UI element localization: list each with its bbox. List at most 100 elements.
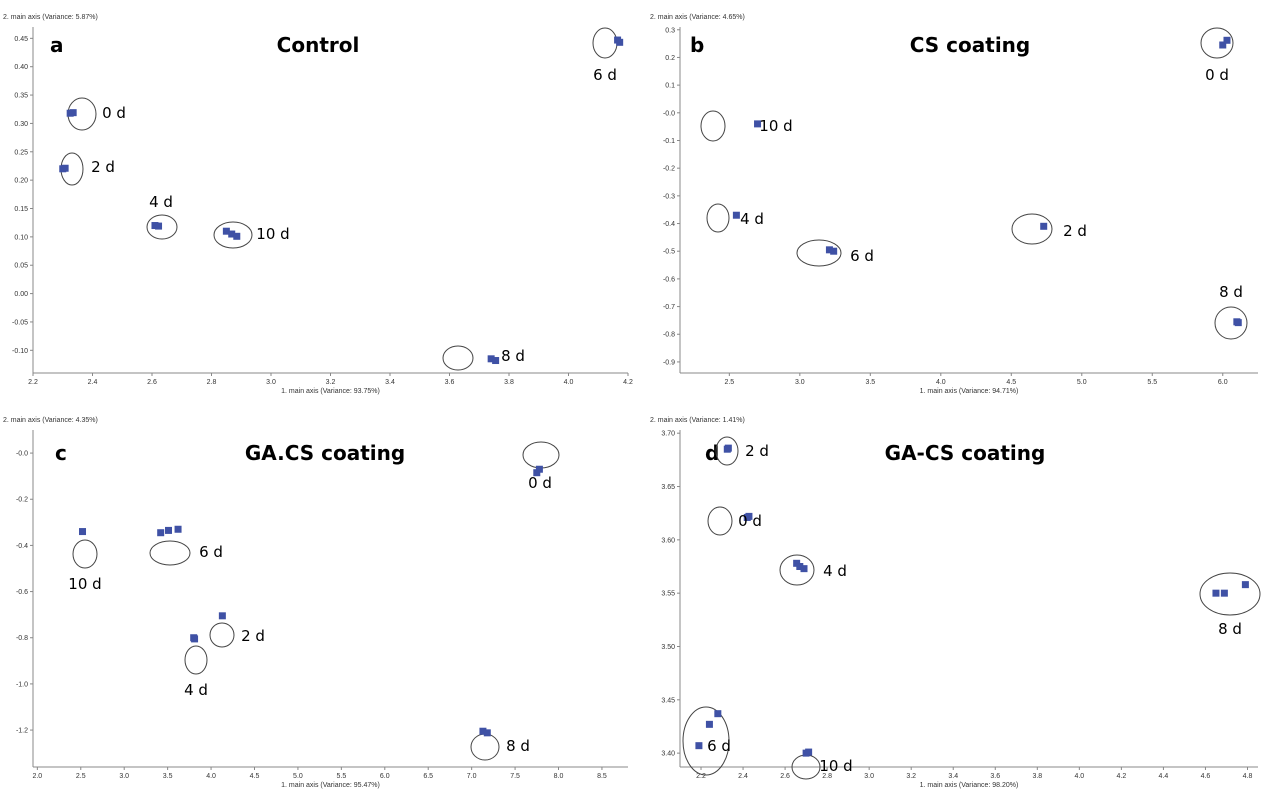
x-tick-label: 2.4 (88, 379, 98, 386)
y-tick-label: -1.0 (16, 681, 28, 688)
data-point (174, 525, 182, 533)
group-label: 0 d (528, 474, 552, 492)
data-point (535, 465, 543, 473)
x-tick-label: 4.4 (1159, 773, 1169, 780)
data-point (1241, 581, 1249, 589)
data-point (79, 528, 87, 536)
x-tick-label: 2.8 (207, 379, 217, 386)
group-ellipse (779, 554, 815, 586)
y-axis-label: 2. main axis (Variance: 4.35%) (3, 417, 98, 424)
data-point (1219, 41, 1227, 49)
panel-title: GA.CS coating (245, 441, 405, 465)
y-tick-label: 0.1 (665, 83, 675, 90)
x-axis-label: 1. main axis (Variance: 93.75%) (281, 388, 380, 395)
x-tick-label: 4.5 (1006, 379, 1016, 386)
x-tick-label: 5.5 (1147, 379, 1157, 386)
group-ellipse (796, 239, 842, 267)
x-tick-label: 4.5 (250, 773, 260, 780)
x-tick-label: 7.0 (467, 773, 477, 780)
group-ellipse (72, 539, 98, 569)
group-ellipse (1214, 306, 1248, 340)
group-label: 4 d (740, 210, 764, 228)
x-tick-label: 2.4 (738, 773, 748, 780)
data-point (483, 729, 491, 737)
x-tick-label: 3.2 (906, 773, 916, 780)
x-tick-label: 6.5 (423, 773, 433, 780)
x-tick-label: 3.4 (385, 379, 395, 386)
x-tick-label: 8.0 (554, 773, 564, 780)
group-label: 2 d (241, 627, 265, 645)
x-tick-label: 3.6 (990, 773, 1000, 780)
group-ellipse (522, 441, 560, 469)
data-point (157, 529, 165, 537)
group-label: 6 d (850, 247, 874, 265)
x-tick-label: 3.5 (163, 773, 173, 780)
x-tick-label: 5.5 (336, 773, 346, 780)
data-point (479, 727, 487, 735)
x-tick-label: 5.0 (1077, 379, 1087, 386)
data-point (724, 444, 732, 452)
group-label: 10 d (759, 117, 792, 135)
x-tick-label: 8.5 (597, 773, 607, 780)
y-tick-label: -0.5 (663, 249, 675, 256)
x-tick-label: 3.5 (865, 379, 875, 386)
group-ellipse (706, 203, 730, 233)
x-tick-label: 2.2 (696, 773, 706, 780)
panel-c: 2.0 2.5 3.0 3.5 4.0 4.5 5.0 5.5 6.0 6.5 7.0 7.5 8.0 8… (3, 417, 628, 789)
data-point (151, 222, 159, 230)
panel-letter: a (50, 33, 64, 57)
data-point (228, 230, 236, 238)
y-tick-label: -0.9 (663, 359, 675, 366)
y-tick-label: 3.60 (661, 537, 675, 544)
y-tick-label: 0.20 (14, 178, 28, 185)
data-point (705, 720, 713, 728)
x-tick-label: 4.0 (206, 773, 216, 780)
y-tick-label: -0.8 (663, 332, 675, 339)
y-tick-label: 0.30 (14, 121, 28, 128)
x-tick-label: 4.0 (564, 379, 574, 386)
group-ellipse (1011, 213, 1053, 245)
x-tick-label: 3.8 (1032, 773, 1042, 780)
data-point (1040, 222, 1048, 230)
y-tick-label: 0.00 (14, 291, 28, 298)
group-ellipse (149, 540, 191, 566)
y-tick-label: -0.10 (12, 348, 28, 355)
data-point (191, 635, 199, 643)
data-point (714, 710, 722, 718)
group-label: 2 d (1063, 222, 1087, 240)
y-tick-label: 0.15 (14, 206, 28, 213)
data-point (825, 246, 833, 254)
y-tick-label: -0.2 (16, 497, 28, 504)
data-point (754, 120, 762, 128)
group-ellipse (1199, 572, 1261, 616)
y-tick-label: -0.2 (663, 166, 675, 173)
data-point (69, 109, 77, 117)
x-tick-label: 4.2 (623, 379, 633, 386)
y-tick-label: -0.05 (12, 319, 28, 326)
group-label: 2 d (745, 442, 769, 460)
group-ellipse (1200, 27, 1234, 59)
data-point (745, 512, 753, 520)
y-axis-label: 2. main axis (Variance: 4.65%) (650, 14, 745, 21)
group-label: 4 d (149, 193, 173, 211)
group-ellipse (715, 436, 739, 466)
y-tick-label: 0.05 (14, 263, 28, 270)
y-tick-label: -0.6 (16, 589, 28, 596)
x-tick-label: 2.6 (780, 773, 790, 780)
y-tick-label: 3.50 (661, 644, 675, 651)
panel-letter: d (705, 441, 719, 465)
group-ellipse (146, 214, 178, 240)
group-ellipse (682, 706, 730, 776)
group-ellipse (592, 27, 618, 59)
x-tick-label: 4.6 (1201, 773, 1211, 780)
y-axis-label: 2. main axis (Variance: 1.41%) (650, 417, 745, 424)
x-tick-label: 4.0 (936, 379, 946, 386)
y-tick-label: 3.65 (661, 484, 675, 491)
data-point (487, 355, 495, 363)
x-tick-label: 3.0 (119, 773, 129, 780)
y-tick-label: 3.40 (661, 751, 675, 758)
x-tick-label: 4.2 (1117, 773, 1127, 780)
y-tick-label: 3.55 (661, 591, 675, 598)
data-point (233, 232, 241, 240)
y-tick-label: 0.10 (14, 234, 28, 241)
